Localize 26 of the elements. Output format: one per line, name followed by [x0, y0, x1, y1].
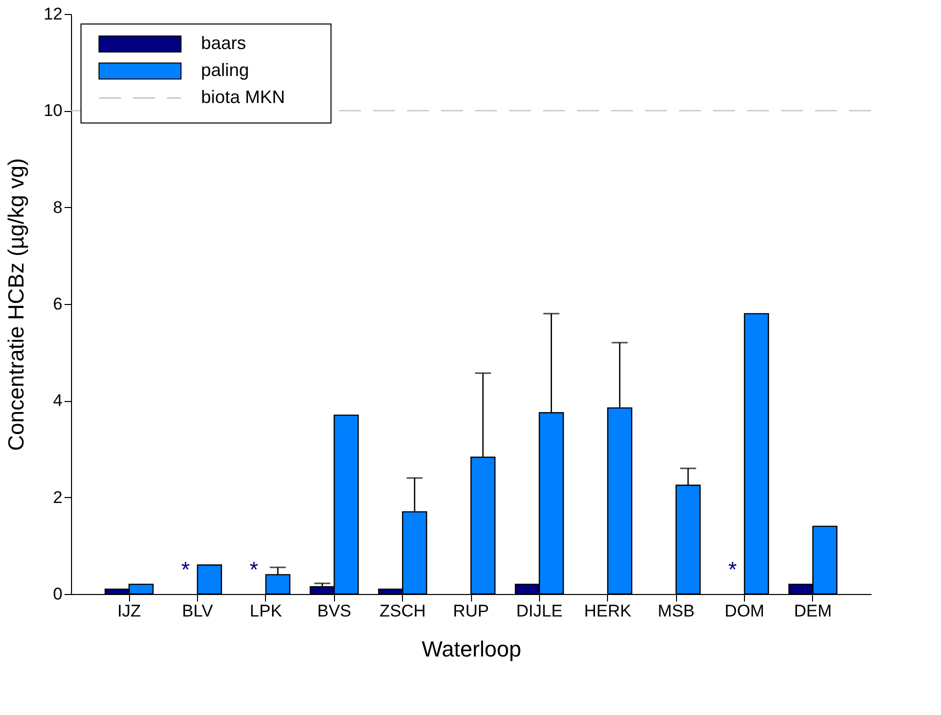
x-tick-label: DIJLE [516, 602, 563, 620]
x-tick-label: RUP [453, 602, 489, 620]
annotation: * [250, 556, 259, 582]
x-tick-label: DEM [794, 602, 832, 620]
x-tick-label: DOM [724, 602, 764, 620]
x-tick-label: IJZ [117, 602, 141, 620]
y-tick-label: 12 [44, 4, 62, 24]
annotation: * [728, 556, 738, 582]
y-tick-label: 10 [44, 101, 62, 120]
x-axis-title: Waterloop [422, 636, 522, 662]
x-tick-label: HERK [584, 602, 632, 620]
y-tick-label: 2 [53, 488, 62, 507]
y-axis-title: Concentratie HCBz (µg/kg vg) [4, 158, 29, 451]
x-tick-label: ZSCH [379, 602, 426, 620]
y-tick-label: 4 [53, 391, 62, 410]
legend-label: baars [201, 33, 246, 53]
x-tick-label: BVS [317, 602, 352, 620]
y-tick-label: 0 [53, 584, 62, 604]
annotation: * [181, 556, 190, 582]
y-tick-label: 6 [53, 294, 62, 314]
y-tick-label: 8 [53, 198, 62, 217]
ref-line-label: biota MKN [201, 87, 286, 107]
x-tick-label: BLV [182, 602, 214, 620]
x-tick-label: LPK [250, 602, 283, 620]
legend-label: paling [201, 60, 250, 80]
x-tick-label: MSB [658, 602, 695, 620]
